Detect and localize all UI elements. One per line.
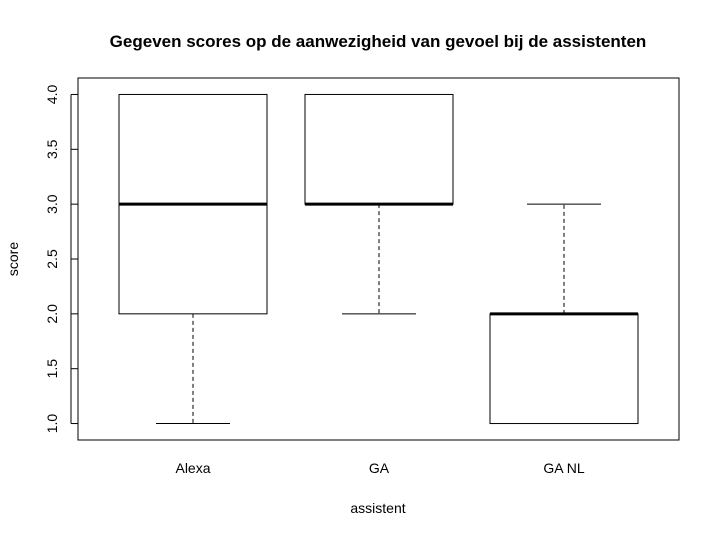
y-axis: 1.0 1.5 2.0 2.5 3.0 3.5 4.0 [44, 85, 78, 434]
chart-title: Gegeven scores op de aanwezigheid van ge… [110, 32, 647, 51]
x-tick-label: GA [369, 460, 390, 476]
y-axis-label: score [5, 242, 21, 276]
y-tick-label: 2.5 [44, 249, 60, 269]
y-tick-label: 2.0 [44, 304, 60, 324]
y-tick-label: 3.5 [44, 139, 60, 159]
box-ga-nl [489, 313, 639, 425]
y-tick-label: 1.0 [44, 414, 60, 434]
x-axis: Alexa GA GA NL [175, 460, 584, 476]
box-group-ga [304, 93, 454, 315]
box-ga [304, 93, 454, 205]
x-tick-label: GA NL [543, 460, 584, 476]
box-group-ga-nl [489, 203, 639, 425]
boxes-layer [118, 93, 639, 425]
box-group-alexa [118, 93, 268, 425]
x-tick-label: Alexa [175, 460, 210, 476]
y-tick-label: 4.0 [44, 85, 60, 105]
y-tick-label: 3.0 [44, 194, 60, 214]
x-axis-label: assistent [350, 500, 405, 516]
y-tick-label: 1.5 [44, 359, 60, 379]
